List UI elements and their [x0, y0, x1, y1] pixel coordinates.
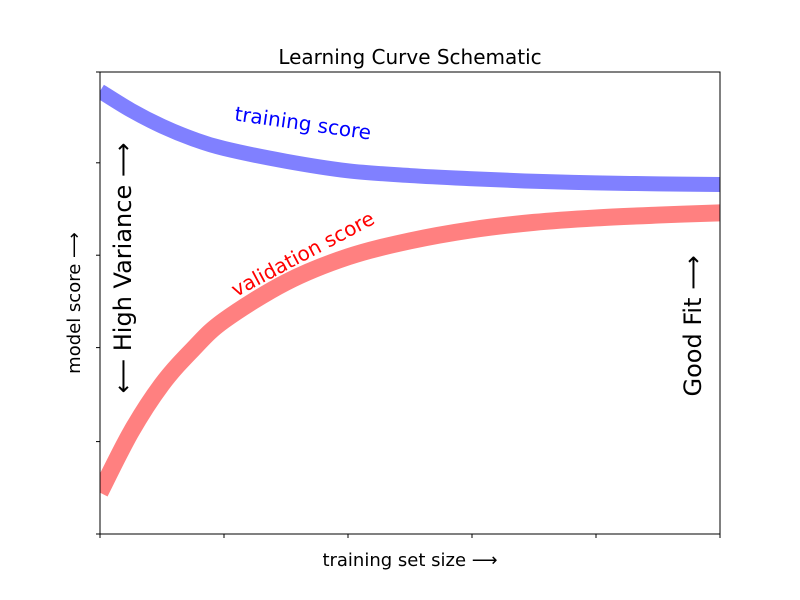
series-line-validation — [100, 204, 720, 497]
annotation-high-variance: ⟵ High Variance ⟶ — [109, 143, 137, 394]
plot-frame — [99, 71, 721, 535]
series-label-training: training score — [233, 102, 373, 145]
axis-ticks — [96, 71, 721, 538]
chart-title: Learning Curve Schematic — [278, 45, 541, 69]
curves-layer — [100, 84, 720, 497]
x-axis-label: training set size ⟶ — [322, 550, 497, 571]
series-line-training — [100, 84, 720, 192]
y-axis-label: model score ⟶ — [64, 232, 85, 374]
annotation-good-fit: Good Fit ⟶ — [679, 256, 707, 397]
